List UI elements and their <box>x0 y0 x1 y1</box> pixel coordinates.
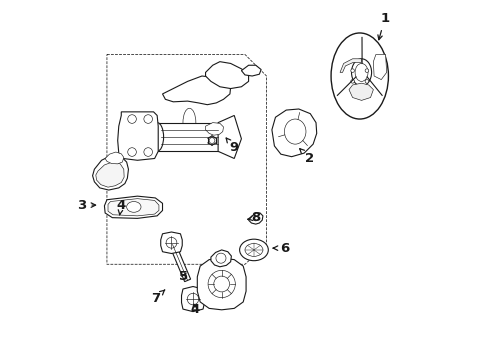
Polygon shape <box>349 83 373 100</box>
Polygon shape <box>272 109 317 157</box>
Ellipse shape <box>209 138 215 143</box>
Ellipse shape <box>187 293 199 305</box>
Ellipse shape <box>355 63 368 81</box>
Text: 5: 5 <box>179 270 189 283</box>
Text: 1: 1 <box>378 12 390 40</box>
Polygon shape <box>373 54 387 80</box>
Polygon shape <box>108 199 159 216</box>
Polygon shape <box>340 59 362 72</box>
Polygon shape <box>205 123 223 135</box>
Ellipse shape <box>144 115 152 123</box>
Ellipse shape <box>351 69 354 72</box>
Polygon shape <box>157 123 221 151</box>
Ellipse shape <box>285 119 306 144</box>
Text: 4: 4 <box>117 199 126 215</box>
Ellipse shape <box>144 148 152 156</box>
Ellipse shape <box>216 253 226 263</box>
Ellipse shape <box>245 243 263 256</box>
Ellipse shape <box>365 69 368 72</box>
Ellipse shape <box>128 148 136 156</box>
Polygon shape <box>93 155 128 190</box>
Ellipse shape <box>351 80 354 83</box>
Polygon shape <box>242 65 261 76</box>
Text: 9: 9 <box>226 138 239 154</box>
Polygon shape <box>181 287 204 312</box>
Text: 4: 4 <box>190 303 199 316</box>
Ellipse shape <box>166 237 177 248</box>
Polygon shape <box>248 213 263 224</box>
Polygon shape <box>161 232 182 253</box>
Polygon shape <box>170 243 191 282</box>
Polygon shape <box>118 112 158 160</box>
Ellipse shape <box>151 123 164 151</box>
Polygon shape <box>105 152 124 164</box>
Polygon shape <box>218 116 242 158</box>
Ellipse shape <box>253 216 258 221</box>
Polygon shape <box>163 76 231 105</box>
Ellipse shape <box>240 239 269 261</box>
Ellipse shape <box>208 270 235 298</box>
Polygon shape <box>205 62 248 89</box>
Polygon shape <box>197 258 246 310</box>
Text: 8: 8 <box>248 211 260 224</box>
Ellipse shape <box>126 202 141 212</box>
Ellipse shape <box>183 108 196 137</box>
Text: 6: 6 <box>273 242 289 255</box>
Text: 2: 2 <box>300 149 314 165</box>
Ellipse shape <box>214 276 230 292</box>
Polygon shape <box>211 250 231 267</box>
Ellipse shape <box>331 33 389 119</box>
Ellipse shape <box>128 115 136 123</box>
Ellipse shape <box>365 80 368 83</box>
Polygon shape <box>96 162 124 187</box>
Text: 3: 3 <box>77 199 96 212</box>
Polygon shape <box>104 196 163 219</box>
Ellipse shape <box>351 59 371 86</box>
Text: 7: 7 <box>151 290 165 305</box>
